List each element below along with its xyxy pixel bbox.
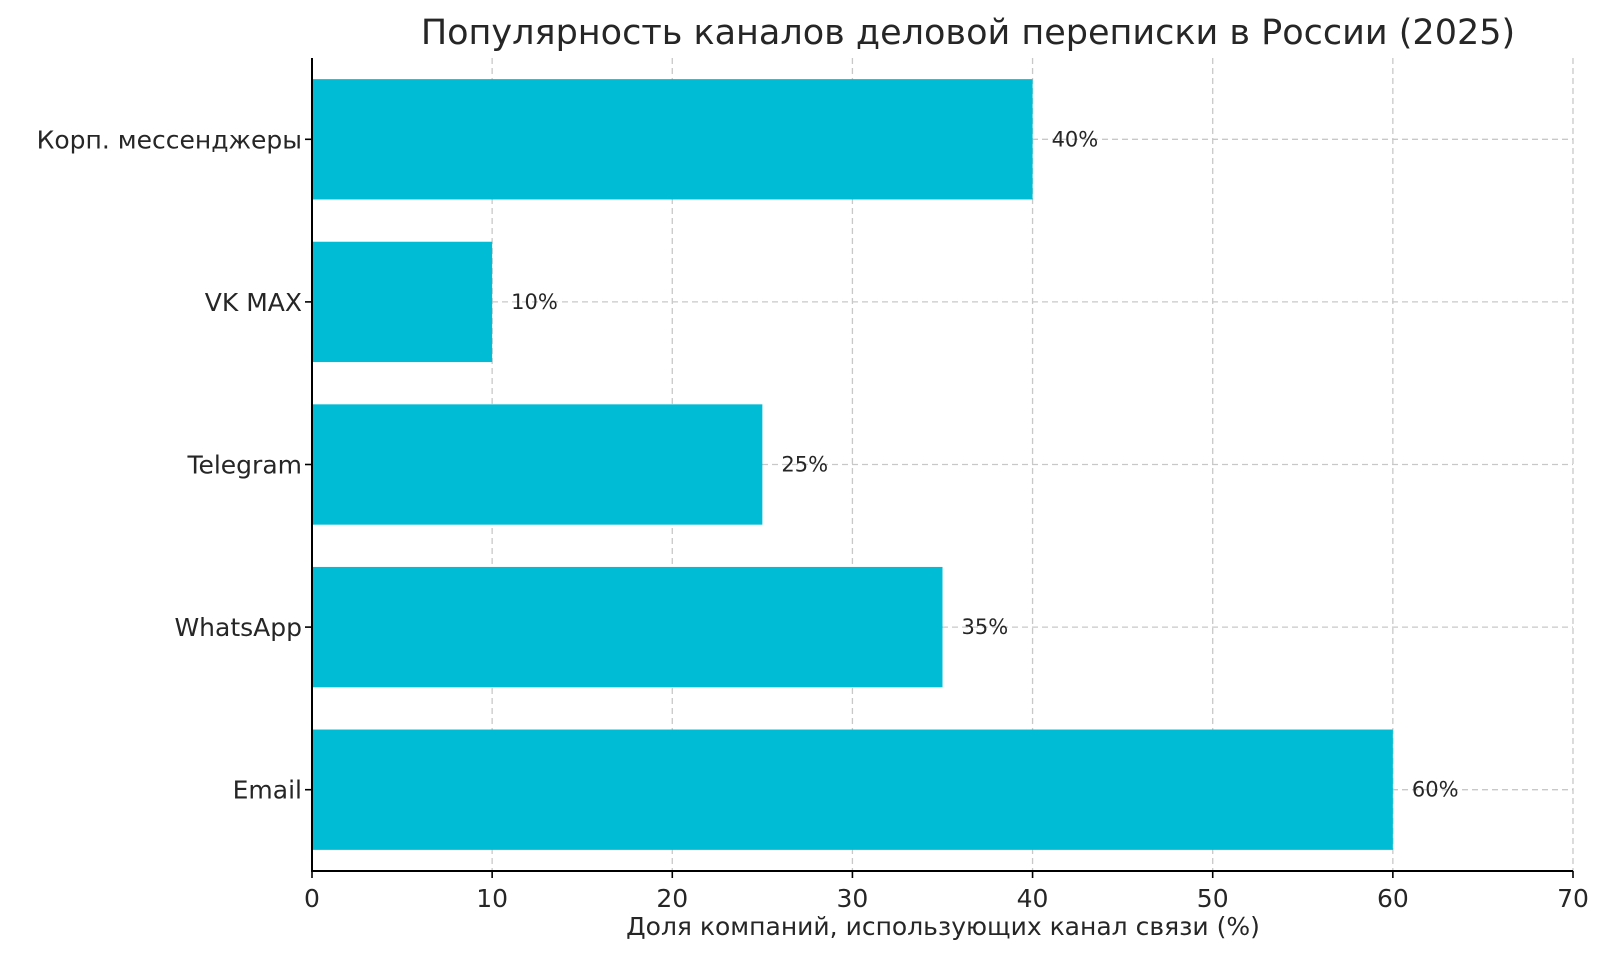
data-label: 25% [781, 453, 828, 477]
bar-4 [312, 79, 1033, 200]
x-tick-label: 10 [476, 884, 508, 913]
bar-3 [312, 241, 493, 363]
x-tick-label: 40 [1017, 884, 1049, 913]
chart-title: Популярность каналов деловой переписки в… [421, 13, 1515, 53]
y-tick-label: VK MAX [205, 288, 302, 317]
bar-2 [312, 404, 763, 525]
bars: 60% 35% 25% 10% 40% [312, 79, 1459, 850]
x-tick-label: 70 [1557, 884, 1589, 913]
data-label: 60% [1412, 778, 1459, 802]
x-tick-label: 50 [1197, 884, 1229, 913]
data-label: 10% [511, 290, 558, 314]
x-tick-label: 60 [1377, 884, 1409, 913]
bar-1 [312, 566, 943, 688]
y-tick-label: Email [233, 776, 302, 805]
data-label: 40% [1052, 127, 1099, 151]
x-axis-label: Доля компаний, использующих канал связи … [626, 912, 1260, 941]
data-label: 35% [962, 615, 1009, 639]
axes: 0 10 20 30 40 50 60 70 Email WhatsApp Telegram VK M… [37, 58, 1589, 913]
bar-0 [312, 729, 1393, 850]
y-tick-label: Telegram [186, 451, 302, 480]
y-tick-label: Корп. мессенджеры [37, 125, 302, 154]
x-tick-label: 30 [837, 884, 869, 913]
y-tick-label: WhatsApp [174, 613, 302, 642]
x-tick-label: 0 [304, 884, 320, 913]
x-tick-label: 20 [656, 884, 688, 913]
